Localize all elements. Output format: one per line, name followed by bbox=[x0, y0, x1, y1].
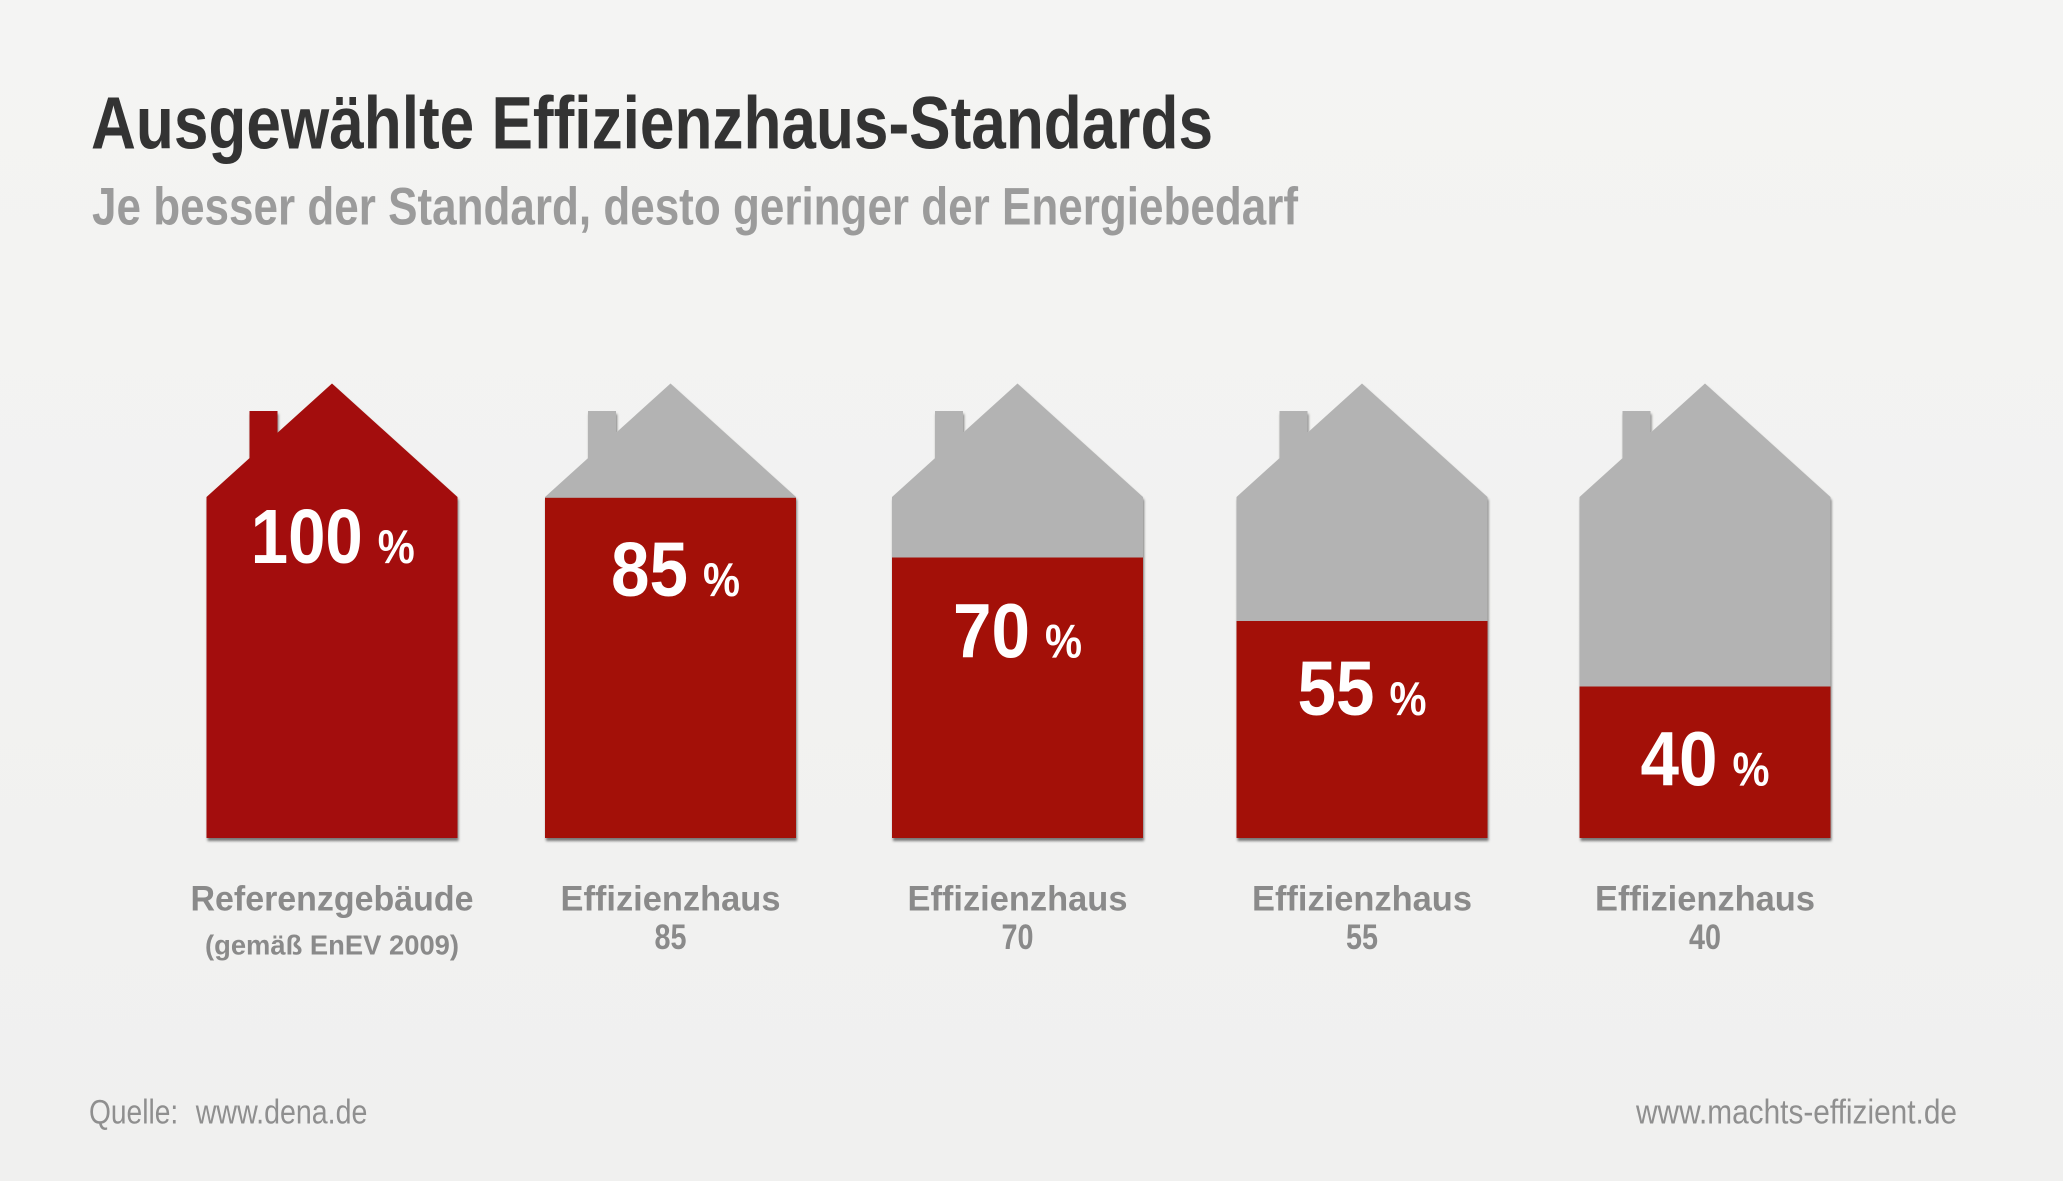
svg-text:%: % bbox=[1733, 742, 1770, 795]
svg-text:40: 40 bbox=[1641, 716, 1718, 802]
svg-text:www.machts-effizient.de: www.machts-effizient.de bbox=[1635, 1094, 1957, 1132]
svg-text:Effizienzhaus: Effizienzhaus bbox=[1252, 879, 1472, 919]
svg-text:85: 85 bbox=[611, 527, 688, 613]
svg-text:%: % bbox=[1390, 672, 1427, 725]
svg-text:Referenzgebäude: Referenzgebäude bbox=[191, 879, 474, 919]
svg-text:100: 100 bbox=[251, 494, 363, 580]
svg-text:%: % bbox=[703, 553, 740, 606]
svg-text:Quelle:: Quelle: bbox=[89, 1094, 178, 1132]
svg-text:Effizienzhaus: Effizienzhaus bbox=[908, 879, 1128, 919]
svg-text:Ausgewählte Effizienzhaus-Stan: Ausgewählte Effizienzhaus-Standards bbox=[91, 82, 1213, 165]
svg-text:70: 70 bbox=[1002, 917, 1034, 957]
svg-text:85: 85 bbox=[655, 917, 687, 957]
svg-text:%: % bbox=[1045, 615, 1082, 668]
svg-text:70: 70 bbox=[953, 589, 1030, 675]
svg-text:(gemäß EnEV 2009): (gemäß EnEV 2009) bbox=[205, 930, 459, 961]
svg-text:Je besser der Standard, desto: Je besser der Standard, desto geringer d… bbox=[92, 178, 1298, 237]
svg-text:Effizienzhaus: Effizienzhaus bbox=[561, 879, 781, 919]
svg-text:Effizienzhaus: Effizienzhaus bbox=[1595, 879, 1815, 919]
svg-text:www.dena.de: www.dena.de bbox=[195, 1094, 367, 1132]
svg-text:40: 40 bbox=[1689, 917, 1721, 957]
svg-text:55: 55 bbox=[1298, 646, 1375, 732]
svg-text:55: 55 bbox=[1346, 917, 1378, 957]
svg-text:%: % bbox=[378, 520, 415, 573]
